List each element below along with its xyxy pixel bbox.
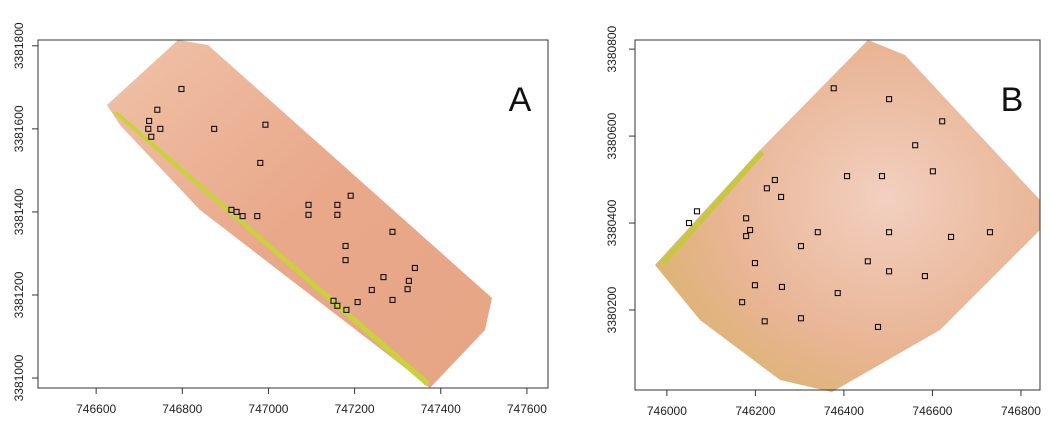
sample-point <box>305 211 312 218</box>
sample-point <box>389 296 396 304</box>
raster-a <box>107 40 492 388</box>
sample-point <box>739 299 746 306</box>
sample-point <box>389 228 396 235</box>
sample-point <box>334 211 341 218</box>
sample-point <box>878 173 886 180</box>
sample-point <box>233 208 240 215</box>
y-tick-label: 3381800 <box>12 22 26 69</box>
sample-point <box>947 233 955 241</box>
x-tick-label: 746200 <box>735 404 775 418</box>
panel-label: A <box>509 81 532 119</box>
sample-point <box>342 257 349 264</box>
sample-point <box>342 242 349 250</box>
sample-point <box>761 318 768 325</box>
sample-point <box>834 289 841 297</box>
sample-point <box>257 159 264 166</box>
sample-point <box>305 201 312 208</box>
sample-point <box>751 259 759 267</box>
sample-point <box>343 306 350 313</box>
x-tick-label: 747400 <box>421 402 461 416</box>
x-tick-label: 746800 <box>162 402 202 416</box>
x-tick-label: 746600 <box>76 402 116 416</box>
plot-frame <box>634 39 1041 391</box>
sample-point <box>797 315 805 322</box>
sample-point <box>145 125 152 132</box>
sample-point <box>262 121 269 128</box>
x-tick-label: 746400 <box>824 404 864 418</box>
sample-point <box>751 282 759 289</box>
sample-point <box>380 274 387 281</box>
sample-point <box>797 243 805 250</box>
sample-point <box>747 226 754 234</box>
sample-point <box>148 133 155 140</box>
sample-point <box>929 168 936 175</box>
y-tick-label: 3380600 <box>605 112 619 159</box>
sample-point <box>685 219 693 227</box>
sample-point <box>886 268 893 275</box>
sample-point <box>354 298 361 306</box>
y-tick-label: 3381400 <box>12 188 26 235</box>
sample-point <box>211 125 218 132</box>
plot-frame <box>37 39 549 389</box>
green-edge-b <box>660 150 764 266</box>
y-tick-label: 3380800 <box>605 25 619 72</box>
sample-point <box>330 297 337 304</box>
sample-point <box>743 215 750 222</box>
sample-point <box>874 323 882 331</box>
sample-point <box>157 125 164 132</box>
sample-point <box>347 192 354 199</box>
y-tick-label: 3380200 <box>605 286 619 333</box>
sample-point <box>912 142 919 149</box>
sample-point <box>921 273 928 280</box>
sample-point <box>939 118 946 125</box>
panel-label: B <box>1001 81 1024 119</box>
sample-point <box>154 106 161 113</box>
x-tick-label: 747000 <box>248 402 288 416</box>
sample-point <box>778 283 786 291</box>
sample-point <box>146 117 153 125</box>
sample-point <box>886 96 893 103</box>
sample-point <box>814 229 821 236</box>
sample-point <box>843 173 851 180</box>
y-tick-label: 3381600 <box>12 105 26 152</box>
sample-point <box>368 286 375 294</box>
sample-point <box>239 213 246 220</box>
sample-point <box>864 258 871 265</box>
sample-point <box>411 264 418 272</box>
sample-point <box>405 277 412 284</box>
x-tick-label: 746800 <box>1001 404 1041 418</box>
sample-point <box>743 233 750 240</box>
sample-point <box>178 85 185 93</box>
sample-point <box>763 185 770 192</box>
sample-point <box>404 286 411 293</box>
sample-point <box>693 208 701 215</box>
sample-point <box>334 302 341 309</box>
sample-point <box>771 176 778 184</box>
green-strip-a <box>112 112 430 386</box>
x-tick-label: 746000 <box>647 404 687 418</box>
sample-point <box>830 85 837 92</box>
y-tick-label: 3381200 <box>12 271 26 318</box>
y-tick-label: 3380400 <box>605 199 619 246</box>
sample-point <box>334 201 341 208</box>
x-tick-label: 747600 <box>507 402 547 416</box>
sample-point <box>986 229 994 236</box>
y-tick-label: 3381000 <box>12 354 26 401</box>
sample-point <box>778 193 785 201</box>
x-tick-label: 746600 <box>912 404 952 418</box>
raster-b <box>655 40 1040 392</box>
sample-point <box>886 229 893 236</box>
x-tick-label: 747200 <box>335 402 375 416</box>
sample-point <box>254 213 261 220</box>
